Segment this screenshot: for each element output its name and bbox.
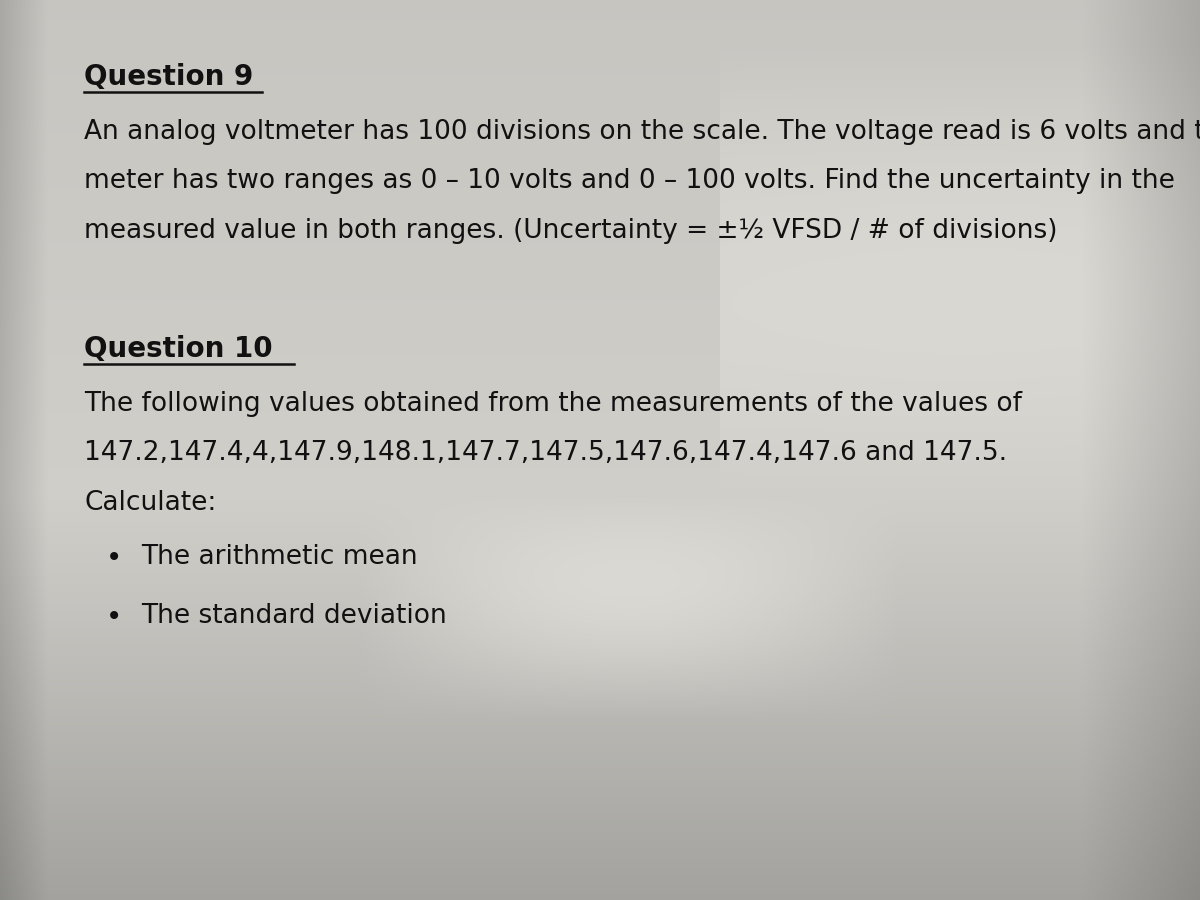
Text: •: • — [106, 544, 122, 572]
Text: meter has two ranges as 0 – 10 volts and 0 – 100 volts. Find the uncertainty in : meter has two ranges as 0 – 10 volts and… — [84, 168, 1175, 194]
Text: measured value in both ranges. (Uncertainty = ±½ VFSD / # of divisions): measured value in both ranges. (Uncertai… — [84, 218, 1057, 244]
Text: The standard deviation: The standard deviation — [142, 603, 448, 629]
Text: •: • — [106, 603, 122, 632]
Text: 147.2,147.4,4,147.9,148.1,147.7,147.5,147.6,147.4,147.6 and 147.5.: 147.2,147.4,4,147.9,148.1,147.7,147.5,14… — [84, 440, 1007, 466]
Text: Question 9: Question 9 — [84, 63, 253, 91]
Text: The arithmetic mean: The arithmetic mean — [142, 544, 419, 570]
Text: Question 10: Question 10 — [84, 335, 272, 363]
Text: Calculate:: Calculate: — [84, 490, 216, 516]
Text: An analog voltmeter has 100 divisions on the scale. The voltage read is 6 volts : An analog voltmeter has 100 divisions on… — [84, 119, 1200, 145]
Text: The following values obtained from the measurements of the values of: The following values obtained from the m… — [84, 391, 1022, 417]
